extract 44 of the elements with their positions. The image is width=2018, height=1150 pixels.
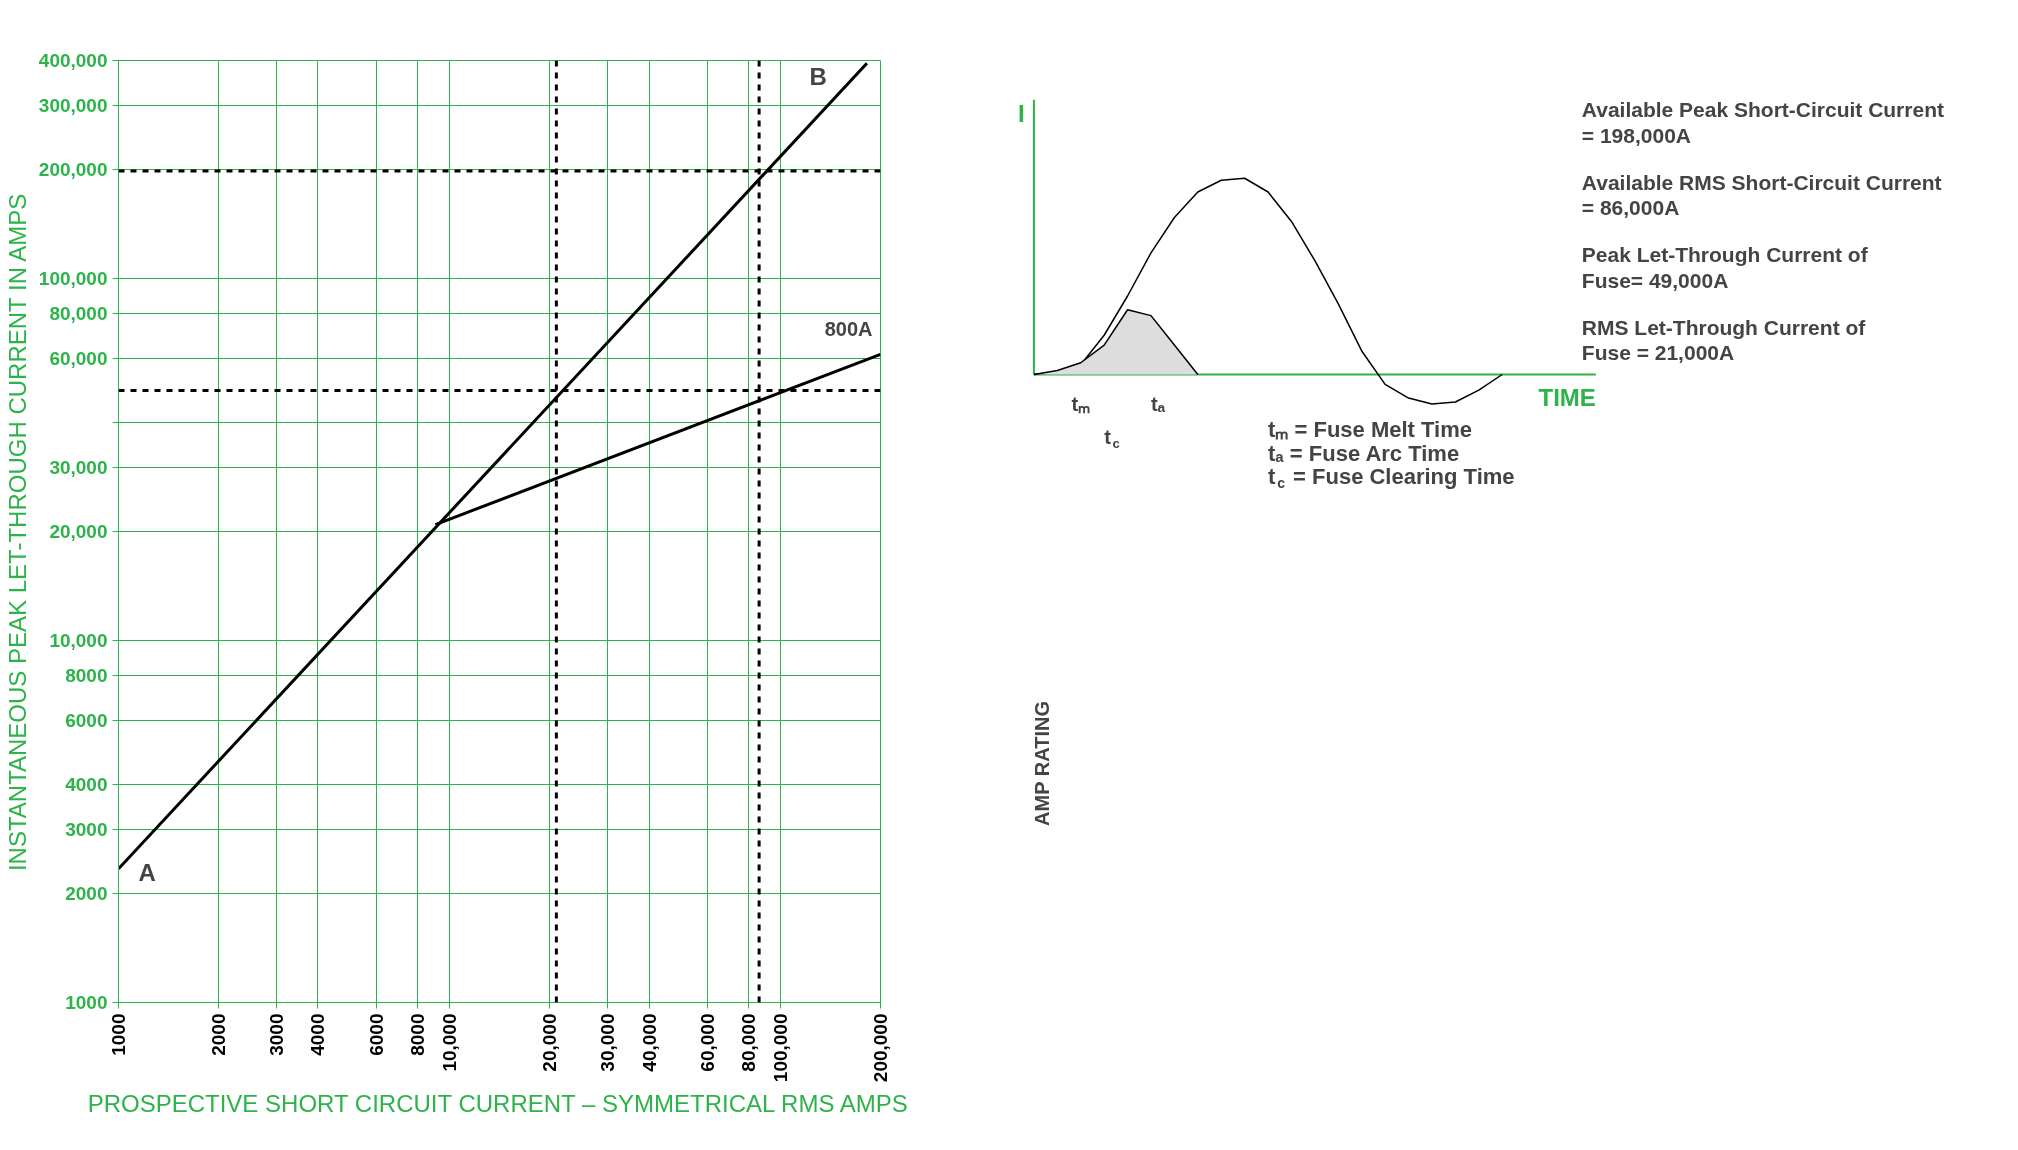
y-tick-label: 8000	[65, 665, 108, 687]
y-tick-label: 6000	[65, 710, 108, 732]
series-label: 800A	[824, 318, 873, 341]
x-tick-label: 10,000	[439, 1013, 461, 1072]
x-tick-label: 20,000	[538, 1013, 560, 1072]
y-axis-title: I	[1017, 99, 1025, 127]
annotation: A	[138, 859, 156, 887]
text: Available Peak Short-Circuit Current = 198,000A	[1581, 98, 1944, 147]
y-tick-label: 30,000	[49, 457, 108, 479]
x-tick-label: 60,000	[696, 1013, 718, 1072]
x-tick-label: 4000	[307, 1013, 329, 1056]
x-axis-title: PROSPECTIVE SHORT CIRCUIT CURRENT – SYMMETRICAL RMS AMPS	[87, 1090, 908, 1118]
text: tₘ = Fuse Melt Time	[1268, 416, 1472, 442]
y-tick-label: 4000	[65, 774, 108, 796]
text: Peak Let-Through Current of Fuse= 49,000A	[1581, 243, 1869, 292]
x-tick-label: 100,000	[770, 1013, 792, 1083]
y-tick-label: 10,000	[49, 629, 108, 651]
text: Available RMS Short-Circuit Current = 86,000A	[1581, 170, 1942, 220]
annotation: tₐ	[1150, 392, 1166, 415]
y-tick-label: 2000	[65, 883, 108, 905]
y-tick-label: 20,000	[49, 521, 108, 542]
x-tick-label: 2000	[207, 1013, 229, 1056]
x-tick-label: 3000	[266, 1013, 287, 1056]
x-tick-label: 30,000	[597, 1013, 619, 1072]
x-tick-label: 6000	[365, 1013, 387, 1056]
annotation: tₘ	[1071, 392, 1091, 415]
annotation: B	[809, 63, 827, 91]
y-tick-label: 100,000	[38, 267, 108, 289]
y-tick-label: 80,000	[49, 303, 108, 325]
y-axis-title: INSTANTANEOUS PEAK LET-THROUGH CURRENT IN AMPS	[3, 193, 31, 872]
y-tick-label: 300,000	[38, 95, 108, 117]
y-tick-label: 400,000	[38, 50, 108, 71]
x-tick-label: 200,000	[870, 1013, 891, 1083]
y-tick-label: 200,000	[38, 158, 108, 180]
y-tick-label: 1000	[65, 992, 108, 1013]
x-tick-label: 80,000	[738, 1013, 760, 1072]
x-tick-label: 40,000	[638, 1013, 660, 1072]
text: tₐ = Fuse Arc Time	[1268, 440, 1460, 466]
text: RMS Let-Through Current of Fuse = 21,000A	[1581, 315, 1867, 365]
y-tick-label: 3000	[65, 819, 108, 841]
x-axis-title: TIME	[1538, 384, 1596, 412]
y-tick-label: 60,000	[49, 348, 108, 370]
x-tick-label: 8000	[407, 1013, 429, 1056]
text: AMP RATING	[1030, 701, 1053, 826]
